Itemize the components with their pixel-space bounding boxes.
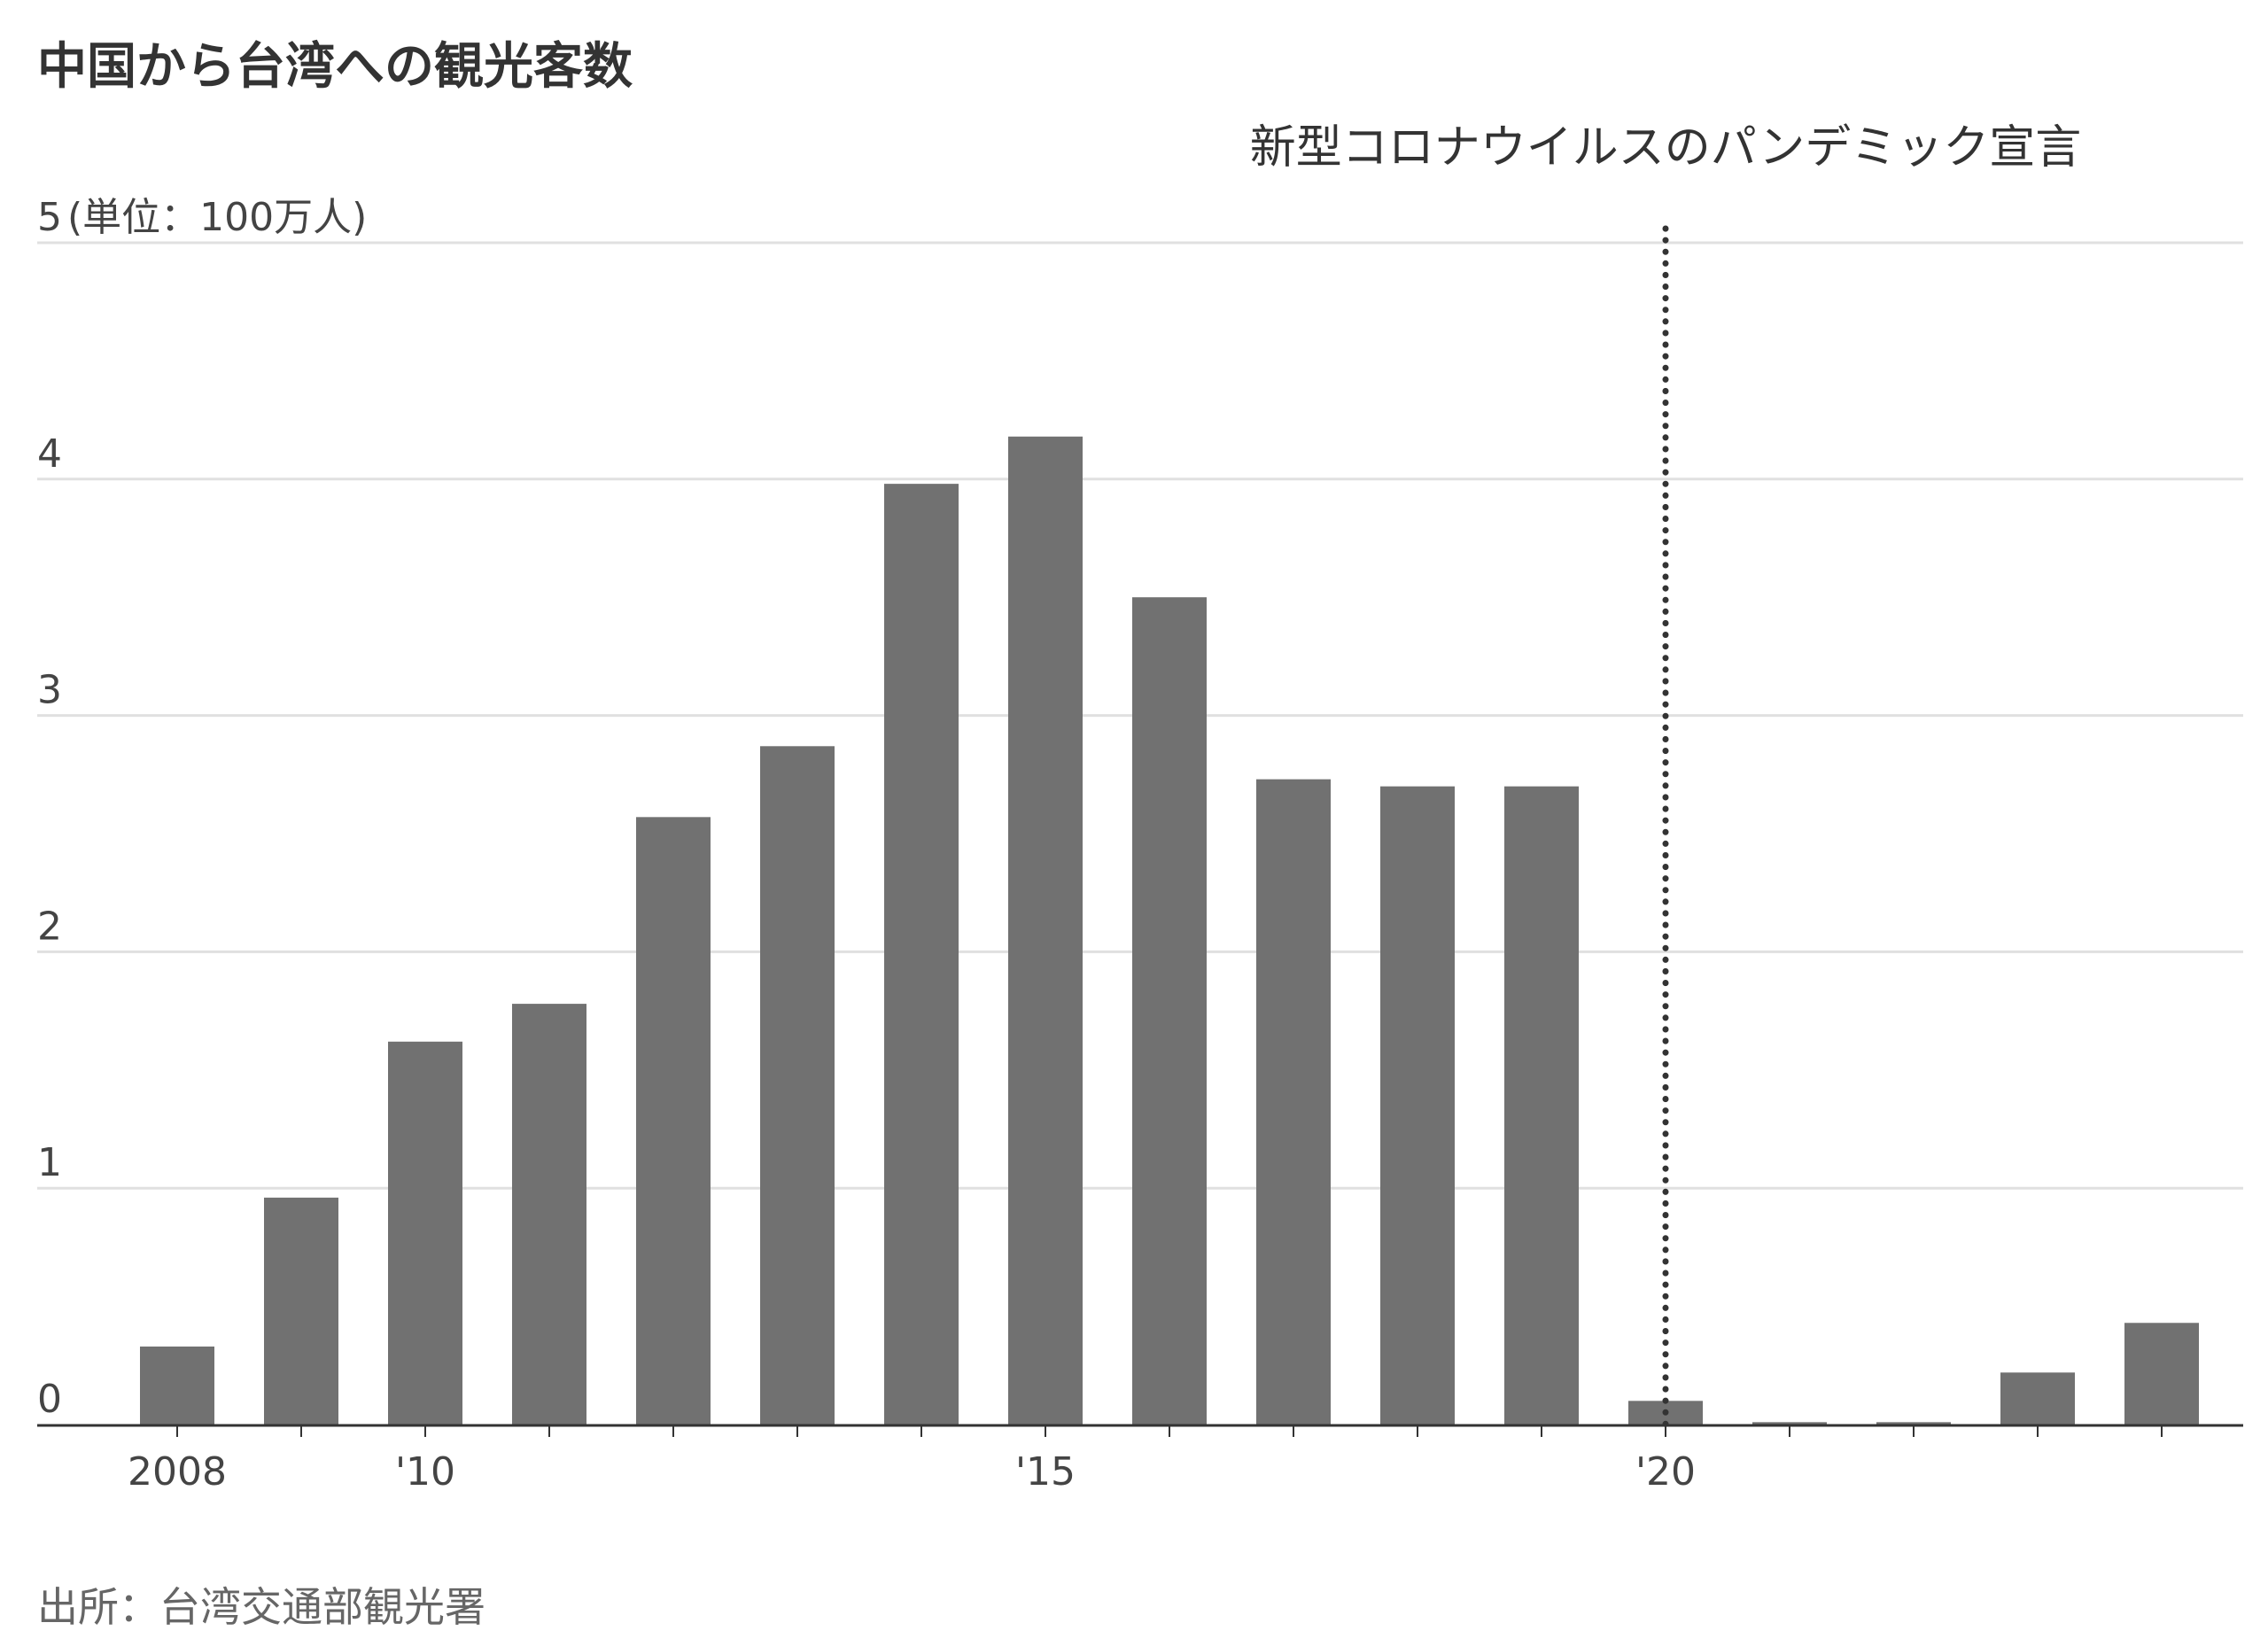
bar-2021 (1752, 1422, 1827, 1425)
source-note: 出所：台湾交通部観光署 (37, 1583, 485, 1631)
bar-2024 (2124, 1323, 2199, 1425)
pandemic-annotation: 新型コロナウイルスのパンデミック宣言 (1250, 121, 2082, 1428)
bar-2009 (264, 1197, 338, 1425)
y-tick-label: 0 (37, 1377, 62, 1422)
bar-2019 (1504, 786, 1579, 1425)
chart-title: 中国から台湾への観光客数 (37, 38, 633, 96)
bar-2017 (1256, 779, 1331, 1425)
bars (140, 436, 2199, 1425)
bar-2018 (1380, 786, 1455, 1425)
y-tick-label: 4 (37, 431, 62, 477)
pandemic-label: 新型コロナウイルスのパンデミック宣言 (1250, 121, 2082, 175)
y-tick-label: 3 (37, 668, 62, 713)
y-unit-label: (単位：100万人) (67, 195, 367, 240)
y-tick-label: 2 (37, 904, 62, 949)
y-axis-labels: 0 1 2 3 4 5 (単位：100万人) (37, 195, 367, 1422)
x-tick-label: '15 (1015, 1449, 1076, 1495)
bar-2023 (2000, 1372, 2075, 1425)
bar-2010 (388, 1041, 462, 1425)
bar-2012 (636, 817, 711, 1425)
bar-2022 (1876, 1422, 1951, 1425)
bar-2013 (760, 746, 835, 1425)
bar-2016 (1132, 597, 1207, 1425)
bar-2008 (140, 1346, 214, 1425)
x-tick-label: '20 (1635, 1449, 1696, 1495)
x-tick-label: 2008 (128, 1449, 227, 1495)
bar-2015 (1008, 436, 1083, 1425)
bar-2011 (512, 1004, 586, 1425)
bar-2014 (884, 484, 959, 1425)
y-tick-label-with-unit: 5 (単位：100万人) (37, 195, 367, 240)
y-tick-label: 1 (37, 1140, 62, 1185)
x-axis: 2008 '10 '15 '20 (37, 1424, 2243, 1495)
x-tick-label: '10 (395, 1449, 455, 1495)
